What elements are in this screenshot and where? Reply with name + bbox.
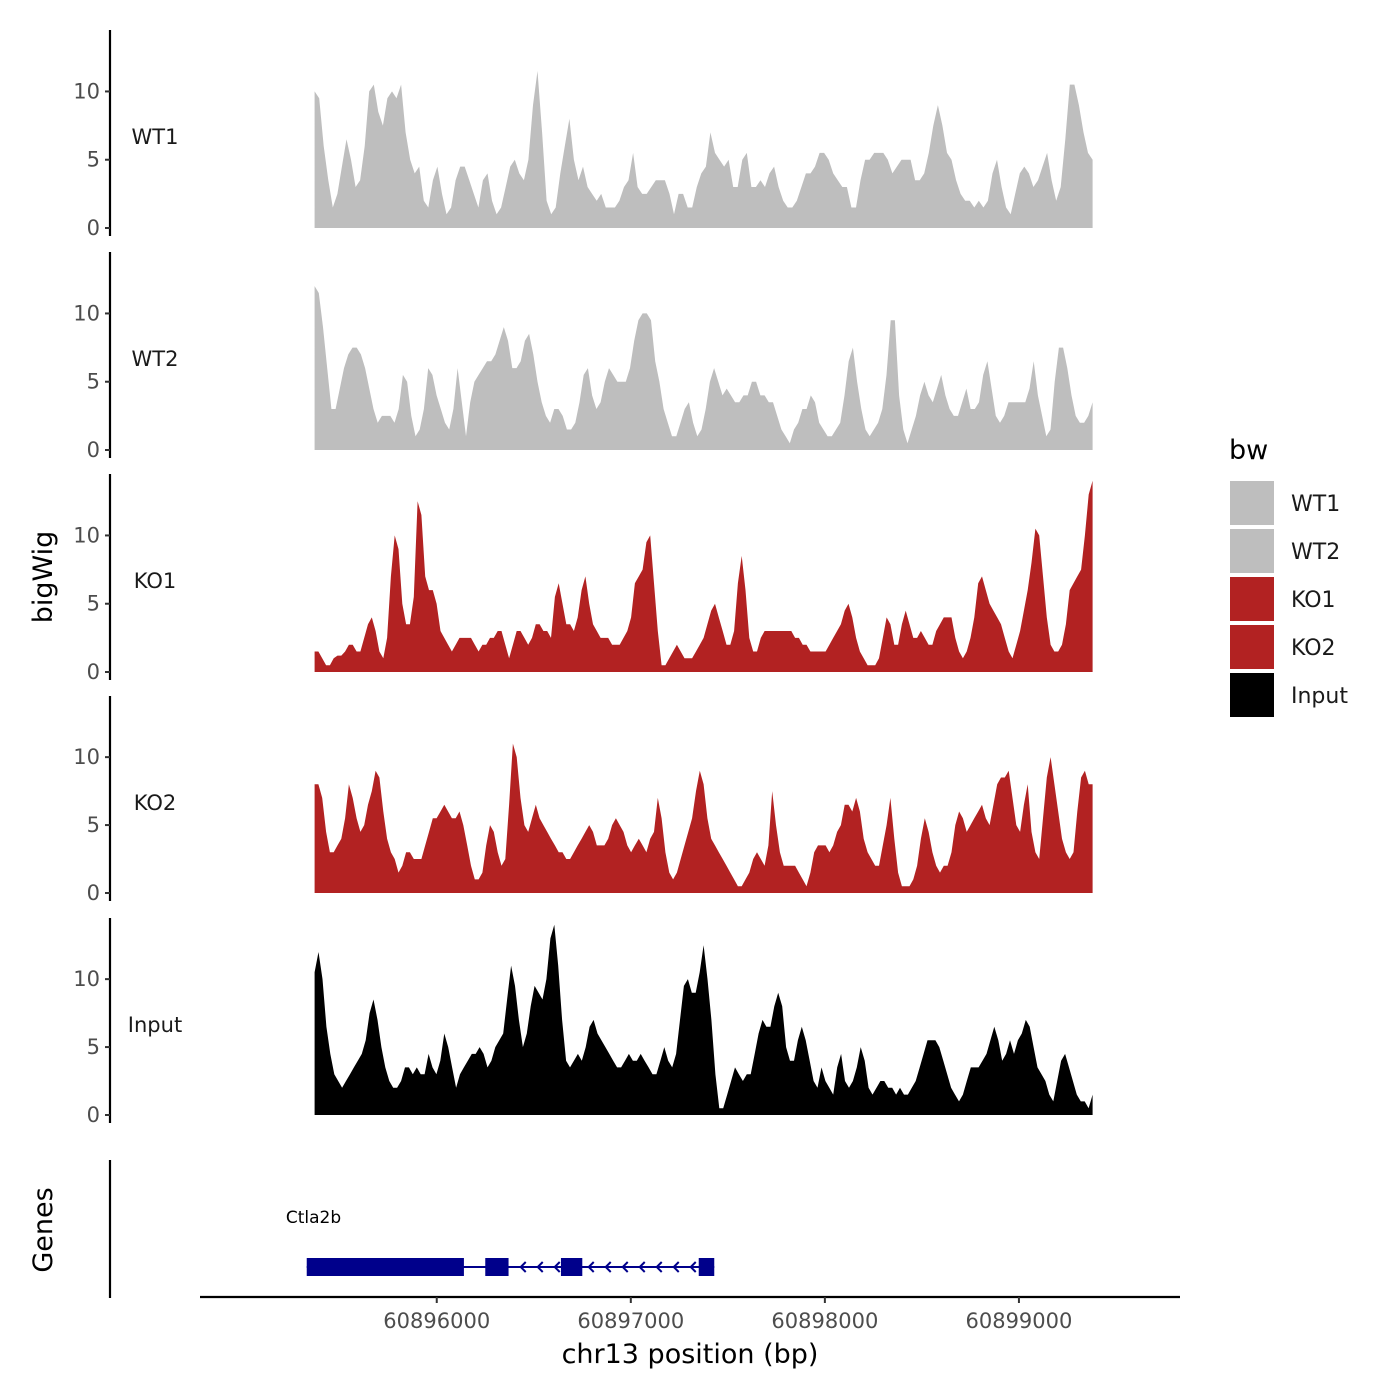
track-wt2: 0 5 10 WT2 [73,252,1093,462]
y-tick-label: 0 [87,216,100,240]
y-tick-label: 5 [87,148,100,172]
track-panels: 0 5 10 WT1 0 5 10 WT2 0 5 10 KO1 0 5 10 KO2 0 5 10 Input [73,30,1093,1127]
track-wt1: 0 5 10 WT1 [73,30,1093,240]
gene-name-label: Ctla2b [286,1208,341,1228]
legend-label: KO1 [1291,588,1336,613]
genes-axis-title: Genes [28,1187,59,1272]
strand-arrow [519,1261,527,1273]
legend-label: WT1 [1291,492,1340,517]
coverage-area-wt1 [314,71,1093,228]
y-tick-label: 0 [87,1103,100,1127]
x-tick-label: 60896000 [383,1309,490,1333]
track-input: 0 5 10 Input [73,918,1093,1127]
x-axis: 60896000 60897000 60898000 60899000 [200,1295,1180,1333]
track-ko2: 0 5 10 KO2 [73,696,1093,905]
y-axis-title: bigWig [28,531,59,624]
coverage-area-ko2 [314,743,1093,893]
track-label-ko2: KO2 [134,791,177,815]
strand-arrow [689,1261,697,1273]
y-tick-label: 10 [73,745,100,769]
legend-item-input: Input [1230,673,1348,717]
strand-arrow [587,1261,595,1273]
strand-arrow [604,1261,612,1273]
y-tick-label: 10 [73,79,100,103]
y-tick-label: 10 [73,967,100,991]
track-label-ko1: KO1 [134,569,177,593]
gene-ctla2b: Ctla2b [286,1208,715,1276]
x-axis-title: chr13 position (bp) [562,1339,819,1370]
strand-arrow [553,1261,561,1273]
coverage-area-input [314,924,1093,1115]
coverage-area-wt2 [314,286,1093,450]
y-tick-label: 5 [87,370,100,394]
legend-item-ko2: KO2 [1230,625,1336,669]
gene-panel: Ctla2b [108,1160,715,1298]
legend-swatch [1230,577,1274,621]
legend-label: WT2 [1291,540,1340,565]
y-tick-label: 10 [73,523,100,547]
gene-exon [560,1258,583,1276]
track-label-wt1: WT1 [132,125,179,149]
y-tick-label: 10 [73,301,100,325]
legend-swatch [1230,625,1274,669]
legend: bw WT1 WT2 KO1 KO2 Input [1229,435,1348,717]
y-tick-label: 0 [87,438,100,462]
legend-item-wt1: WT1 [1230,481,1340,525]
x-tick-label: 60897000 [577,1309,684,1333]
track-ko1: 0 5 10 KO1 [73,474,1093,684]
gene-exon [485,1258,509,1276]
gene-exon [698,1258,715,1276]
legend-label: KO2 [1291,636,1336,661]
legend-title: bw [1229,435,1268,466]
y-tick-label: 5 [87,592,100,616]
legend-swatch [1230,529,1274,573]
strand-arrow [621,1261,629,1273]
legend-item-wt2: WT2 [1230,529,1340,573]
y-tick-label: 0 [87,660,100,684]
strand-arrow [672,1261,680,1273]
strand-arrow [536,1261,544,1273]
legend-swatch [1230,481,1274,525]
x-tick-label: 60898000 [771,1309,878,1333]
track-label-wt2: WT2 [132,347,179,371]
x-tick-label: 60899000 [965,1309,1072,1333]
legend-swatch [1230,673,1274,717]
legend-item-ko1: KO1 [1230,577,1336,621]
track-label-input: Input [128,1013,182,1037]
strand-arrow [638,1261,646,1273]
legend-label: Input [1291,684,1348,709]
strand-arrow [655,1261,663,1273]
y-tick-label: 5 [87,813,100,837]
y-tick-label: 0 [87,881,100,905]
y-tick-label: 5 [87,1035,100,1059]
coverage-area-ko1 [314,480,1093,672]
gene-exon [306,1258,464,1276]
